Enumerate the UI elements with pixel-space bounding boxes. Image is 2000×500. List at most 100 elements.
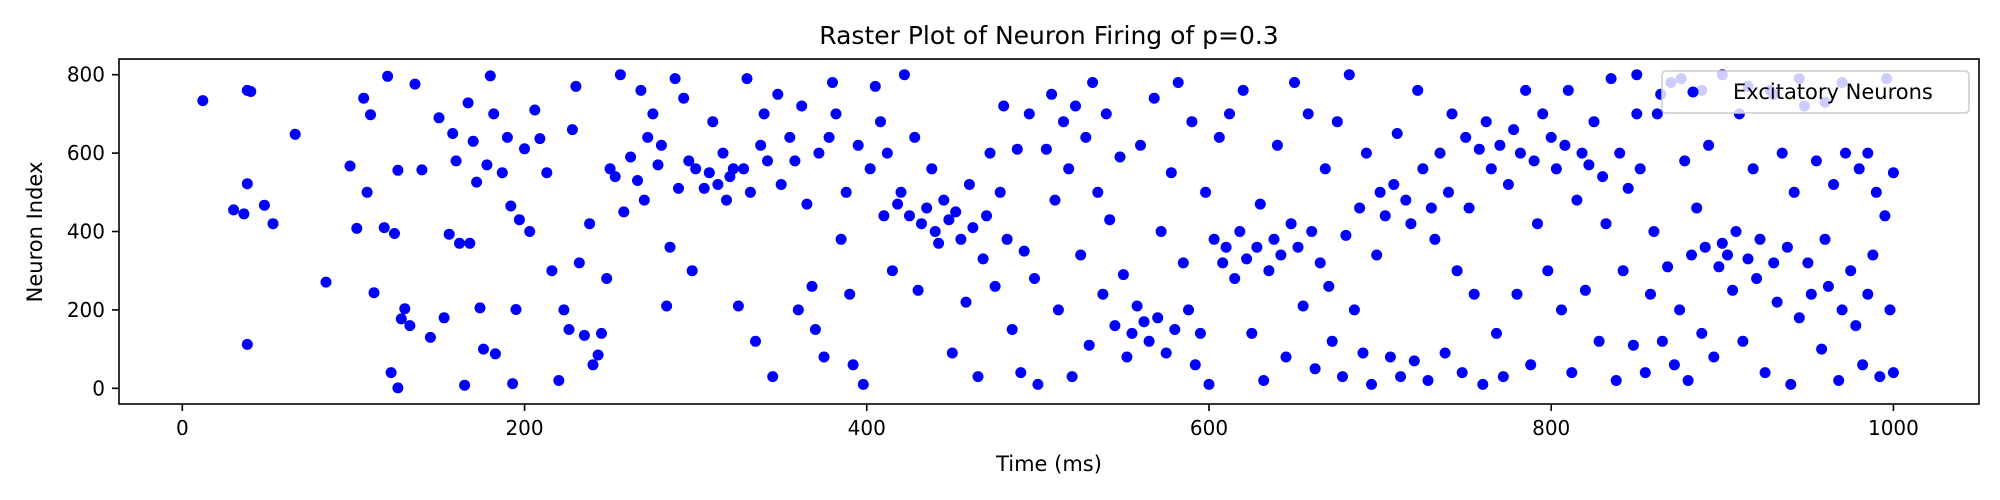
spike-point <box>433 112 445 124</box>
x-tick-label: 200 <box>505 416 543 440</box>
spike-point <box>1579 284 1591 296</box>
spike-point <box>459 379 471 391</box>
spike-point <box>1302 108 1314 120</box>
spike-point <box>963 179 975 190</box>
spike-point <box>1682 375 1694 386</box>
spike-point <box>998 100 1010 112</box>
spike-point <box>601 273 613 284</box>
spike-point <box>1511 288 1523 300</box>
spike-point <box>1360 147 1372 159</box>
spike-point <box>1874 371 1886 383</box>
spike-point <box>1887 167 1899 179</box>
spike-point <box>1862 147 1874 159</box>
spike-point <box>1480 116 1492 128</box>
spike-point <box>238 208 250 220</box>
spike-point <box>847 359 859 371</box>
spike-point <box>1593 335 1605 347</box>
spike-point <box>1323 280 1335 292</box>
spike-point <box>573 257 585 269</box>
spike-point <box>967 222 979 234</box>
spike-point <box>664 241 676 253</box>
spike-point <box>464 237 476 249</box>
spike-point <box>960 296 972 308</box>
spike-point <box>1460 131 1472 143</box>
spike-point <box>1189 359 1201 371</box>
spike-point <box>1326 335 1338 347</box>
spike-point <box>912 284 924 296</box>
spike-point <box>1451 265 1463 277</box>
spike-point <box>1674 304 1686 316</box>
spike-point <box>1040 143 1052 155</box>
spike-point <box>614 69 626 81</box>
spike-point <box>1246 327 1258 339</box>
spike-point <box>1058 116 1069 128</box>
spike-point <box>827 77 838 88</box>
spike-point <box>1087 77 1099 88</box>
spike-point <box>1805 288 1817 300</box>
spike-point <box>1354 202 1366 214</box>
spike-point <box>1070 100 1081 112</box>
spike-point <box>1668 359 1680 371</box>
spike-point <box>1314 257 1326 269</box>
spike-point <box>1491 327 1502 339</box>
spike-point <box>541 167 553 179</box>
spike-point <box>409 78 421 90</box>
spike-point <box>241 178 253 190</box>
spike-point <box>592 349 604 361</box>
spike-point <box>1109 320 1121 332</box>
spike-point <box>474 302 486 314</box>
spike-point <box>604 163 616 175</box>
y-tick-label: 0 <box>92 376 105 400</box>
spike-point <box>916 218 927 230</box>
spike-point <box>712 179 724 190</box>
spike-point <box>977 253 989 265</box>
spike-point <box>669 73 681 85</box>
spike-point <box>946 347 958 359</box>
spike-point <box>830 108 842 120</box>
spike-point <box>801 198 813 210</box>
spike-point <box>1148 92 1160 104</box>
spike-point <box>1063 163 1075 175</box>
spike-point <box>984 147 996 159</box>
spike-point <box>1015 367 1027 379</box>
spike-point <box>1357 347 1369 359</box>
spike-point <box>1857 359 1869 371</box>
spike-point <box>647 108 659 120</box>
spike-point <box>1862 288 1874 300</box>
spike-point <box>1405 218 1417 230</box>
spike-point <box>1686 249 1697 261</box>
x-tick-label: 800 <box>1532 416 1570 440</box>
spike-point <box>1473 143 1485 155</box>
spike-point <box>1870 186 1882 198</box>
spike-point <box>1768 257 1780 269</box>
spike-point <box>1384 351 1396 363</box>
spike-point <box>881 147 893 159</box>
spike-point <box>1319 163 1331 175</box>
spike-point <box>358 92 370 104</box>
spike-point <box>738 163 750 175</box>
spike-point <box>1497 371 1509 383</box>
spike-point <box>1220 241 1232 253</box>
spike-point <box>1648 226 1660 237</box>
spike-point <box>438 312 450 324</box>
spike-point <box>1884 304 1896 316</box>
spike-point <box>1408 355 1420 367</box>
spike-point <box>529 104 541 116</box>
spike-point <box>1343 69 1355 81</box>
spike-point <box>344 160 356 172</box>
spike-point <box>501 131 513 143</box>
spike-point <box>351 222 363 234</box>
spike-point <box>878 210 890 222</box>
spike-point <box>1634 163 1646 175</box>
spike-point <box>289 128 301 140</box>
spike-point <box>1819 233 1831 245</box>
spike-point <box>950 206 962 218</box>
x-tick-label: 0 <box>176 416 189 440</box>
spike-point <box>1550 163 1562 175</box>
spike-point <box>1754 233 1766 245</box>
spike-point <box>744 186 756 198</box>
spike-point <box>553 375 565 386</box>
spike-point <box>1203 378 1215 390</box>
spike-point <box>1229 273 1241 284</box>
